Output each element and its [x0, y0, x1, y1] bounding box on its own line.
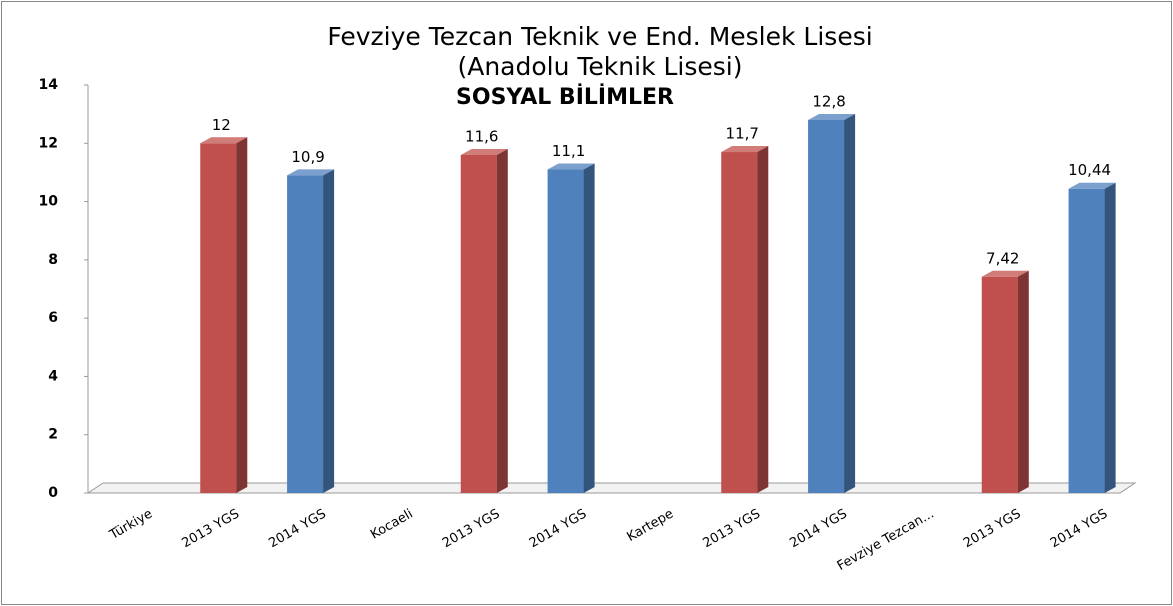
- chart-annotation: SOSYAL BİLİMLER: [456, 84, 674, 110]
- bar-side: [583, 163, 595, 493]
- value-label: 12,8: [812, 92, 845, 110]
- bar-side: [1017, 270, 1029, 493]
- bar: [1068, 188, 1105, 493]
- bar: [721, 152, 758, 493]
- bar-side-shade: [236, 137, 248, 494]
- bar-top: [200, 137, 248, 144]
- bar-side: [1104, 182, 1116, 493]
- bar: [547, 169, 584, 493]
- bar: [808, 119, 845, 493]
- bar: [287, 175, 324, 494]
- bar-side-shade: [844, 113, 856, 493]
- bar-side: [236, 137, 248, 494]
- bar-side-shade: [757, 146, 769, 493]
- chart-title: Fevziye Tezcan Teknik ve End. Meslek Lis…: [327, 22, 872, 51]
- bar-top-shade: [460, 148, 508, 155]
- y-tick-label: 10: [39, 194, 59, 210]
- bar-top-shade: [547, 163, 595, 170]
- bar-top: [547, 163, 595, 170]
- y-tick-label: 14: [39, 77, 59, 93]
- y-tick-label: 2: [48, 427, 58, 443]
- bar-top-shade: [287, 169, 335, 176]
- y-tick-label: 12: [39, 135, 58, 151]
- bar-side: [844, 113, 856, 493]
- value-label: 12: [212, 116, 231, 134]
- bar-side: [496, 148, 508, 493]
- bar-side: [323, 169, 335, 494]
- bar: [460, 154, 497, 493]
- bar-top: [981, 270, 1029, 277]
- bar-top-shade: [981, 270, 1029, 277]
- bar-top: [1068, 182, 1116, 189]
- chart-subtitle: (Anadolu Teknik Lisesi): [457, 52, 742, 81]
- y-tick-label: 6: [48, 310, 58, 326]
- bar: [200, 143, 237, 494]
- value-label: 10,9: [291, 148, 324, 166]
- bar-top-shade: [721, 146, 769, 153]
- floor: [86, 482, 1137, 494]
- bar-side-shade: [583, 163, 595, 493]
- y-tick-label: 8: [48, 252, 58, 268]
- bar-top-shade: [200, 137, 248, 144]
- value-label: 10,44: [1068, 161, 1111, 179]
- bar-side: [757, 146, 769, 493]
- bar-side-shade: [496, 148, 508, 493]
- bar-top: [808, 113, 856, 120]
- bar-top: [287, 169, 335, 176]
- bar: [981, 276, 1018, 493]
- value-label: 11,1: [552, 142, 585, 160]
- bar-top: [460, 148, 508, 155]
- value-label: 7,42: [986, 249, 1019, 267]
- bar-side-shade: [1017, 270, 1029, 493]
- y-tick-label: 4: [48, 368, 58, 384]
- bar-top: [721, 146, 769, 153]
- y-tick-label: 0: [48, 485, 58, 501]
- bar-top-shade: [1068, 182, 1116, 189]
- bar-side-shade: [1104, 182, 1116, 493]
- value-label: 11,6: [465, 127, 498, 145]
- bar-top-shade: [808, 113, 856, 120]
- value-label: 11,7: [726, 125, 759, 143]
- bar-side-shade: [323, 169, 335, 494]
